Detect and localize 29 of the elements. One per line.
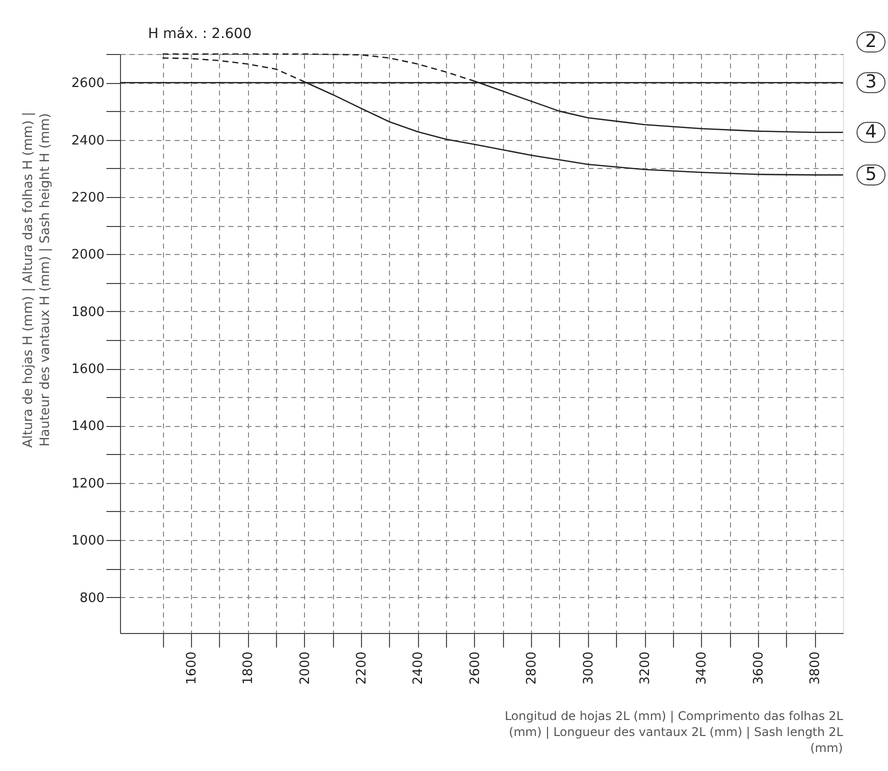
- x-tick-label: 1600: [184, 652, 200, 685]
- y-tick-label: 2200: [71, 190, 104, 206]
- x-tick-label: 2800: [524, 652, 540, 685]
- y-tick-label: 2600: [71, 76, 104, 92]
- x-tick-label: 3200: [638, 652, 654, 685]
- x-tick-label: 2000: [298, 652, 313, 685]
- y-tick-label: 1800: [71, 304, 104, 320]
- x-tick-label: 3600: [751, 652, 766, 685]
- series-label: 5: [865, 164, 877, 185]
- y-tick-label: 1600: [71, 362, 104, 378]
- x-tick-label: 1800: [241, 652, 256, 685]
- y-tick-label: 2000: [71, 248, 104, 263]
- y-tick-label: 1400: [71, 419, 104, 434]
- y-tick-label: 1000: [71, 534, 104, 549]
- x-tick-label: 3800: [808, 652, 824, 685]
- y-tick-label: 800: [80, 590, 104, 606]
- y-tick-label: 2400: [71, 133, 104, 148]
- series-label: 4: [865, 121, 877, 142]
- x-tick-label: 2200: [354, 652, 370, 685]
- y-axis-title: Altura de hojas H (mm) | Altura das folhas H (mm) | Hauteur des vantaux H (mm) | Sash height H (mm): [21, 112, 53, 448]
- x-axis-title: Longitud de hojas 2L (mm) | Comprimento das folhas 2L (mm) | Longueur des vantaux 2L (mm) | Sash length 2L (mm): [504, 709, 844, 755]
- annotation: 3: [865, 72, 877, 93]
- text: H máx. : 2.600: [148, 26, 252, 42]
- text: 2: [865, 31, 877, 52]
- y-tick-label: 1200: [71, 476, 104, 492]
- x-tick-label: 2600: [468, 652, 483, 685]
- x-tick-label: 3000: [581, 652, 596, 685]
- x-tick-label: 2400: [411, 652, 426, 685]
- x-tick-label: 3400: [694, 652, 710, 685]
